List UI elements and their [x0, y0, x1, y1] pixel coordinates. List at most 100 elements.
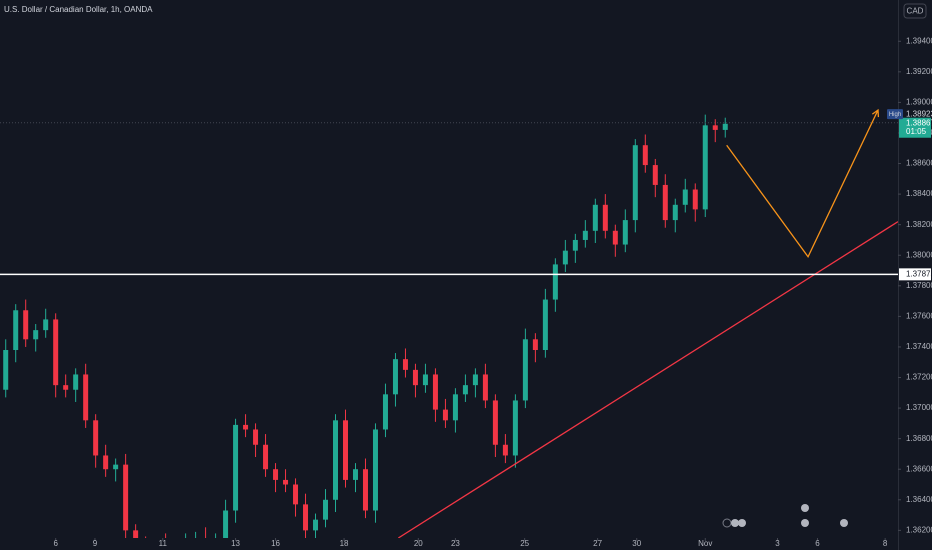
x-tick-label: 16: [271, 539, 280, 548]
candle-body: [372, 429, 378, 511]
candle-body: [233, 424, 239, 511]
candle-body: [53, 319, 59, 386]
candle-body: [243, 424, 249, 430]
candle-body: [133, 530, 139, 538]
candle-body: [293, 484, 299, 505]
candle-body: [672, 204, 678, 221]
candle-body: [462, 385, 468, 395]
candle-body: [622, 220, 628, 245]
x-tick-label: Nov: [698, 539, 712, 548]
candle-body: [273, 469, 279, 480]
y-tick-label: 1.37000: [906, 403, 932, 412]
x-tick-label: 11: [159, 539, 168, 548]
x-tick-label: 6: [815, 539, 820, 548]
candle-body: [442, 409, 448, 421]
candle-body: [532, 339, 538, 351]
candle-body: [333, 420, 339, 500]
candle-body: [642, 145, 648, 166]
candle-body: [253, 429, 259, 445]
y-tick-label: 1.38400: [906, 189, 932, 198]
currency-button[interactable]: [903, 3, 927, 19]
candle-body: [472, 374, 478, 386]
candle-body: [402, 359, 408, 370]
candle-body: [652, 165, 658, 185]
candle-body: [83, 374, 89, 421]
candle-body: [552, 264, 558, 300]
candle-body: [602, 204, 608, 231]
chart-title: U.S. Dollar / Canadian Dollar, 1h, OANDA: [4, 5, 153, 14]
candle-body: [113, 464, 119, 470]
x-tick-label: 8: [883, 539, 888, 548]
candle-body: [13, 310, 19, 351]
candle-body: [522, 339, 528, 401]
x-tick-label: 20: [414, 539, 423, 548]
candle-body: [492, 400, 498, 445]
y-tick-label: 1.36400: [906, 495, 932, 504]
y-tick-label: 1.36200: [906, 525, 932, 534]
countdown-label: 01:05: [906, 127, 927, 136]
candle-body: [63, 385, 69, 390]
event-icon[interactable]: [801, 519, 809, 527]
x-tick-label: 23: [451, 539, 460, 548]
candle-body: [103, 455, 109, 470]
x-tick-label: 9: [93, 539, 98, 548]
candle-body: [502, 444, 508, 456]
event-icon[interactable]: [731, 519, 739, 527]
candle-body: [392, 359, 398, 395]
candle-body: [452, 394, 458, 421]
candle-body: [43, 319, 49, 331]
projection-path: [726, 109, 879, 259]
candle-body: [712, 125, 718, 130]
candle-body: [382, 394, 388, 430]
projection-arrowhead: [871, 108, 880, 118]
candle-body: [23, 310, 29, 340]
y-tick-label: 1.37400: [906, 342, 932, 351]
candle-body: [692, 189, 698, 210]
candle-body: [562, 250, 568, 265]
candle-body: [303, 504, 309, 531]
event-icon[interactable]: [840, 519, 848, 527]
candle-body: [263, 444, 269, 470]
candle-body: [592, 204, 598, 231]
high-tag: [887, 109, 903, 120]
x-tick-label: 3: [775, 539, 780, 548]
last-price-label: 1.38867: [906, 118, 932, 127]
candle-body: [352, 469, 358, 480]
event-icon[interactable]: [738, 519, 746, 527]
candle-body: [362, 469, 368, 511]
x-tick-label: 6: [53, 539, 58, 548]
candle-body: [722, 123, 728, 130]
high-label: 1.38923: [906, 109, 932, 118]
high-text: High: [889, 112, 901, 118]
candle-body: [412, 369, 418, 386]
candle-body: [482, 374, 488, 401]
candle-body: [612, 230, 618, 245]
candle-body: [93, 420, 99, 456]
candle-body: [572, 239, 578, 251]
y-tick-label: 1.38000: [906, 250, 932, 259]
y-tick-label: 1.36600: [906, 464, 932, 473]
x-tick-label: 18: [340, 539, 349, 548]
last-price-tag: [899, 117, 931, 138]
candle-body: [73, 374, 79, 390]
candle-body: [682, 189, 688, 205]
y-tick-label: 1.38200: [906, 220, 932, 229]
event-icon[interactable]: [801, 504, 809, 512]
y-tick-label: 1.36800: [906, 434, 932, 443]
candle-body: [422, 374, 428, 386]
y-tick-label: 1.39000: [906, 98, 932, 107]
y-tick-label: 1.39200: [906, 67, 932, 76]
y-tick-label: 1.37200: [906, 373, 932, 382]
candle-body: [582, 230, 588, 240]
candle-body: [512, 400, 518, 456]
x-tick-label: 25: [520, 539, 529, 548]
candle-body: [632, 145, 638, 221]
y-tick-label: 1.37600: [906, 311, 932, 320]
candle-body: [323, 499, 329, 520]
event-icons: [722, 504, 848, 528]
candle-body: [702, 125, 708, 210]
candle-body: [342, 420, 348, 480]
candle-body: [123, 464, 129, 531]
